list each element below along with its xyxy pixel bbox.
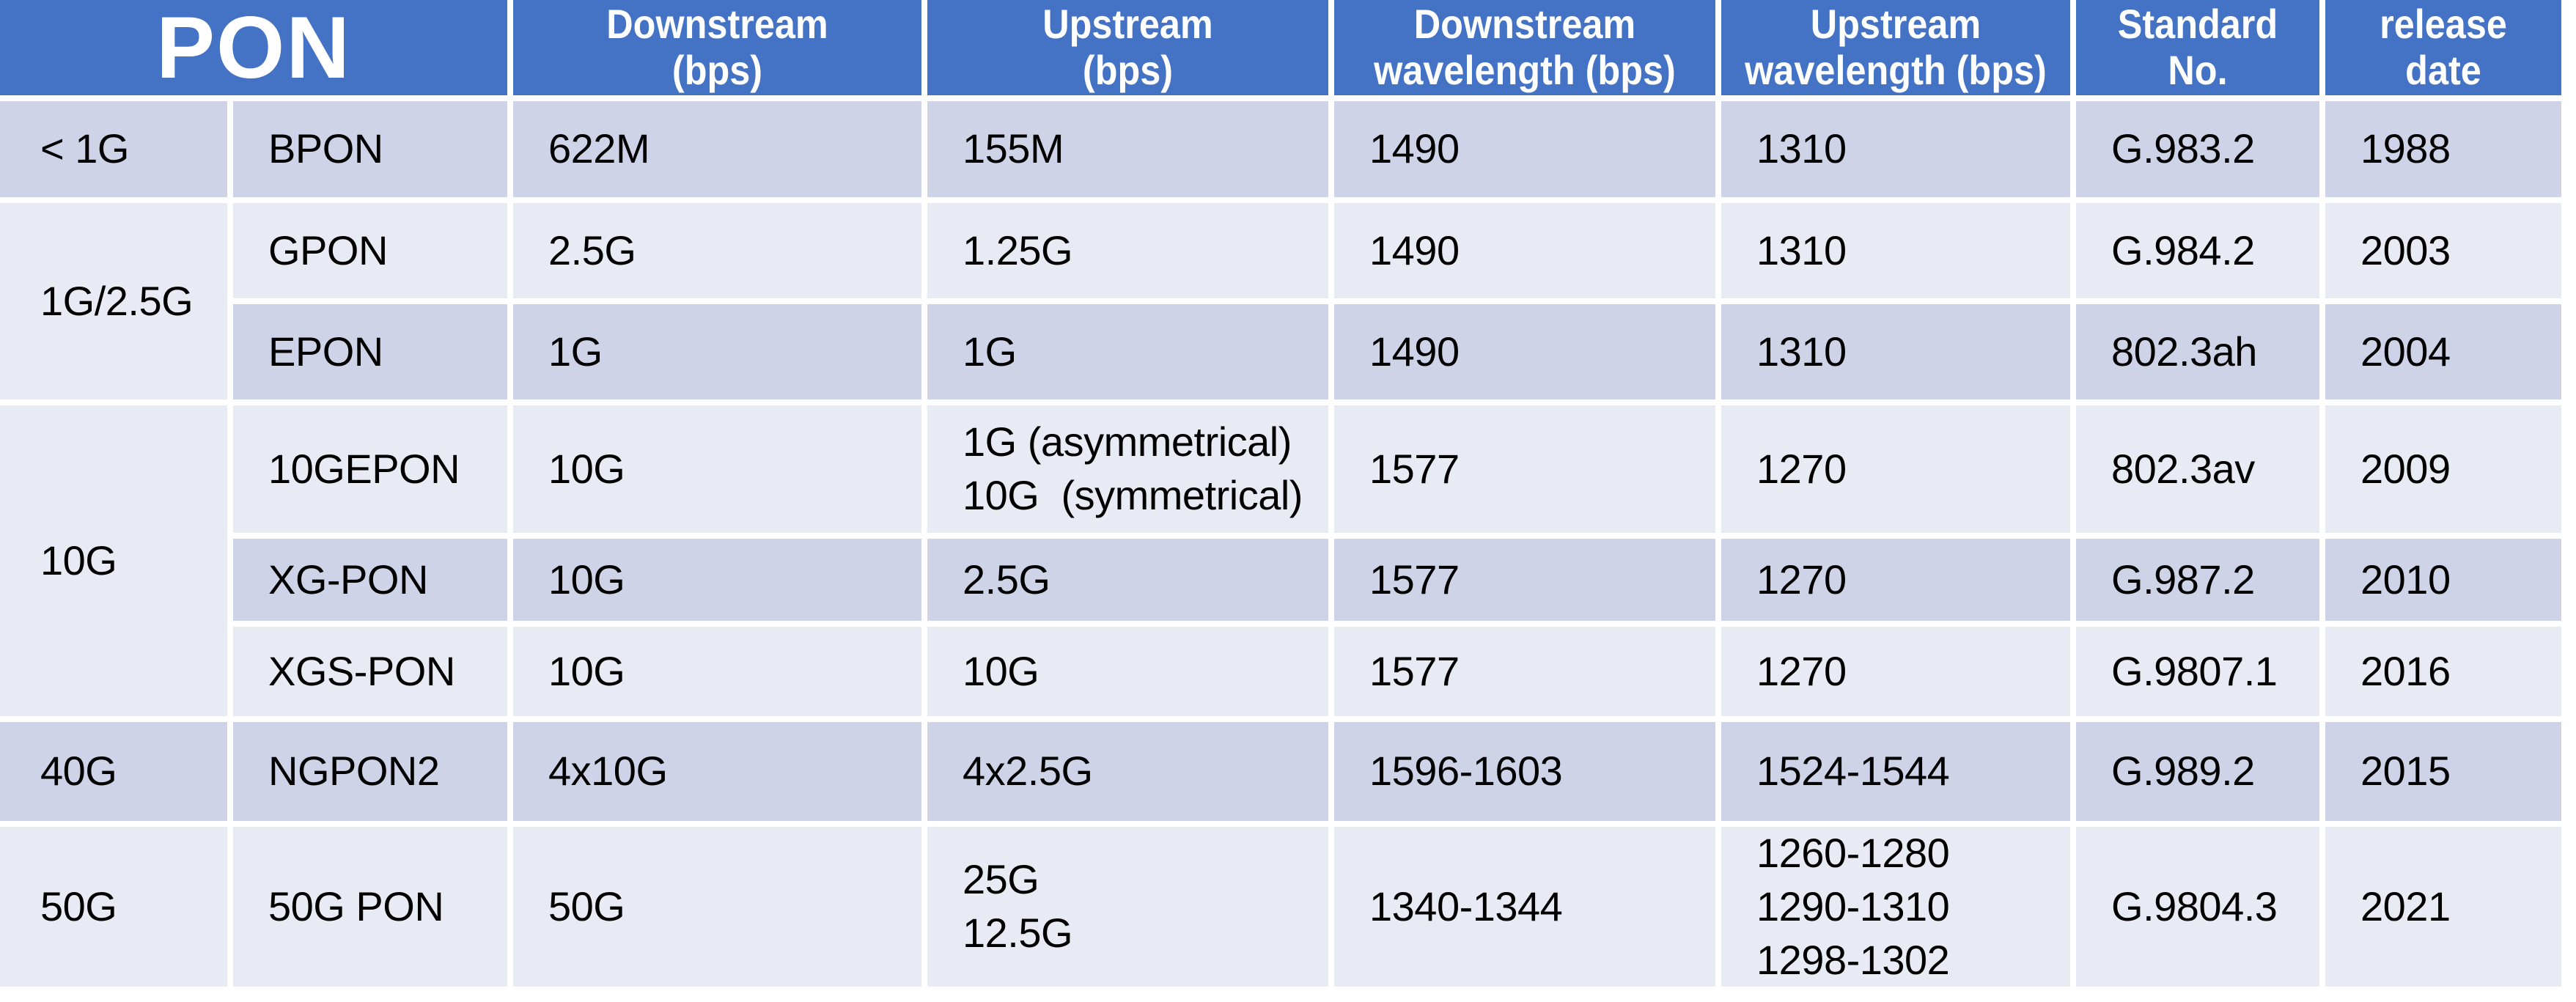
cell-downstream-wavelength: 1340-1344 <box>1334 827 1716 987</box>
table-row: < 1G BPON 622M 155M 1490 1310 G.983.2 19… <box>0 101 2562 197</box>
cell-upstream: 1G <box>927 304 1329 399</box>
cell-downstream-wavelength: 1577 <box>1334 627 1716 716</box>
cell-release-date: 2010 <box>2325 539 2562 621</box>
cell-downstream: 10G <box>513 405 922 533</box>
cell-upstream: 1G (asymmetrical) 10G (symmetrical) <box>927 405 1329 533</box>
cell-downstream: 4x10G <box>513 722 922 821</box>
cell-release-date: 2015 <box>2325 722 2562 821</box>
cell-downstream-wavelength: 1490 <box>1334 101 1716 197</box>
cell-downstream: 1G <box>513 304 922 399</box>
cell-release-date: 2016 <box>2325 627 2562 716</box>
cell-standard-no: G.983.2 <box>2076 101 2320 197</box>
cell-release-date: 2004 <box>2325 304 2562 399</box>
cell-upstream: 2.5G <box>927 539 1329 621</box>
cell-upstream-wavelength: 1310 <box>1721 101 2071 197</box>
cell-speed-class: 40G <box>0 722 227 821</box>
cell-downstream: 2.5G <box>513 203 922 298</box>
cell-pon-name: BPON <box>233 101 508 197</box>
cell-pon-name: XG-PON <box>233 539 508 621</box>
cell-upstream-wavelength: 1270 <box>1721 405 2071 533</box>
cell-speed-class: 10G <box>0 405 227 716</box>
cell-standard-no: 802.3ah <box>2076 304 2320 399</box>
table-row: EPON 1G 1G 1490 1310 802.3ah 2004 <box>0 304 2562 399</box>
table-row: 40G NGPON2 4x10G 4x2.5G 1596-1603 1524-1… <box>0 722 2562 821</box>
cell-upstream-wavelength: 1260-1280 1290-1310 1298-1302 <box>1721 827 2071 987</box>
cell-release-date: 1988 <box>2325 101 2562 197</box>
cell-pon-name: 50G PON <box>233 827 508 987</box>
cell-upstream-wavelength: 1310 <box>1721 203 2071 298</box>
column-header-standard-no: Standard No. <box>2076 0 2320 95</box>
cell-upstream-wavelength: 1270 <box>1721 627 2071 716</box>
cell-upstream: 1.25G <box>927 203 1329 298</box>
column-header-upstream-bps-label: Upstream (bps) <box>1042 1 1213 93</box>
cell-upstream: 4x2.5G <box>927 722 1329 821</box>
cell-standard-no: G.9807.1 <box>2076 627 2320 716</box>
cell-pon-name: 10GEPON <box>233 405 508 533</box>
table-row: 10G 10GEPON 10G 1G (asymmetrical) 10G (s… <box>0 405 2562 716</box>
cell-downstream-wavelength: 1490 <box>1334 304 1716 399</box>
column-header-release-date-label: release date <box>2380 1 2507 93</box>
cell-speed-class: < 1G <box>0 101 227 197</box>
cell-standard-no: G.989.2 <box>2076 722 2320 821</box>
column-header-upstream-wavelength: Upstream wavelength (bps) <box>1721 0 2071 95</box>
cell-upstream-wavelength: 1524-1544 <box>1721 722 2071 821</box>
cell-standard-no: 802.3av <box>2076 405 2320 533</box>
cell-downstream: 50G <box>513 827 922 987</box>
table-row: XG-PON 10G 2.5G 1577 1270 G.987.2 2010 <box>0 539 2562 621</box>
column-header-upstream-bps: Upstream (bps) <box>927 0 1329 95</box>
cell-downstream-wavelength: 1577 <box>1334 405 1716 533</box>
cell-speed-class: 50G <box>0 827 227 987</box>
cell-downstream-wavelength: 1577 <box>1334 539 1716 621</box>
table-row: XGS-PON 10G 10G 1577 1270 G.9807.1 2016 <box>0 627 2562 716</box>
cell-upstream: 25G 12.5G <box>927 827 1329 987</box>
column-header-release-date: release date <box>2325 0 2562 95</box>
cell-upstream-wavelength: 1310 <box>1721 304 2071 399</box>
column-header-upstream-wavelength-label: Upstream wavelength (bps) <box>1745 1 2047 93</box>
cell-upstream: 155M <box>927 101 1329 197</box>
cell-upstream: 10G <box>927 627 1329 716</box>
column-header-downstream-bps-label: Downstream (bps) <box>606 1 828 93</box>
column-header-downstream-wavelength-label: Downstream wavelength (bps) <box>1374 1 1676 93</box>
cell-release-date: 2021 <box>2325 827 2562 987</box>
cell-pon-name: EPON <box>233 304 508 399</box>
table-row: 50G 50G PON 50G 25G 12.5G 1340-1344 1260… <box>0 827 2562 987</box>
cell-standard-no: G.9804.3 <box>2076 827 2320 987</box>
cell-release-date: 2009 <box>2325 405 2562 533</box>
cell-downstream-wavelength: 1490 <box>1334 203 1716 298</box>
cell-pon-name: XGS-PON <box>233 627 508 716</box>
column-header-downstream-bps: Downstream (bps) <box>513 0 922 95</box>
column-header-pon: PON <box>0 0 508 95</box>
cell-speed-class: 1G/2.5G <box>0 203 227 399</box>
cell-downstream-wavelength: 1596-1603 <box>1334 722 1716 821</box>
cell-downstream: 10G <box>513 627 922 716</box>
cell-upstream-wavelength: 1270 <box>1721 539 2071 621</box>
cell-pon-name: NGPON2 <box>233 722 508 821</box>
column-header-standard-no-label: Standard No. <box>2117 1 2278 93</box>
cell-downstream: 622M <box>513 101 922 197</box>
cell-standard-no: G.987.2 <box>2076 539 2320 621</box>
cell-pon-name: GPON <box>233 203 508 298</box>
table-row: 1G/2.5G GPON 2.5G 1.25G 1490 1310 G.984.… <box>0 203 2562 399</box>
cell-downstream: 10G <box>513 539 922 621</box>
cell-release-date: 2003 <box>2325 203 2562 298</box>
cell-standard-no: G.984.2 <box>2076 203 2320 298</box>
column-header-downstream-wavelength: Downstream wavelength (bps) <box>1334 0 1716 95</box>
